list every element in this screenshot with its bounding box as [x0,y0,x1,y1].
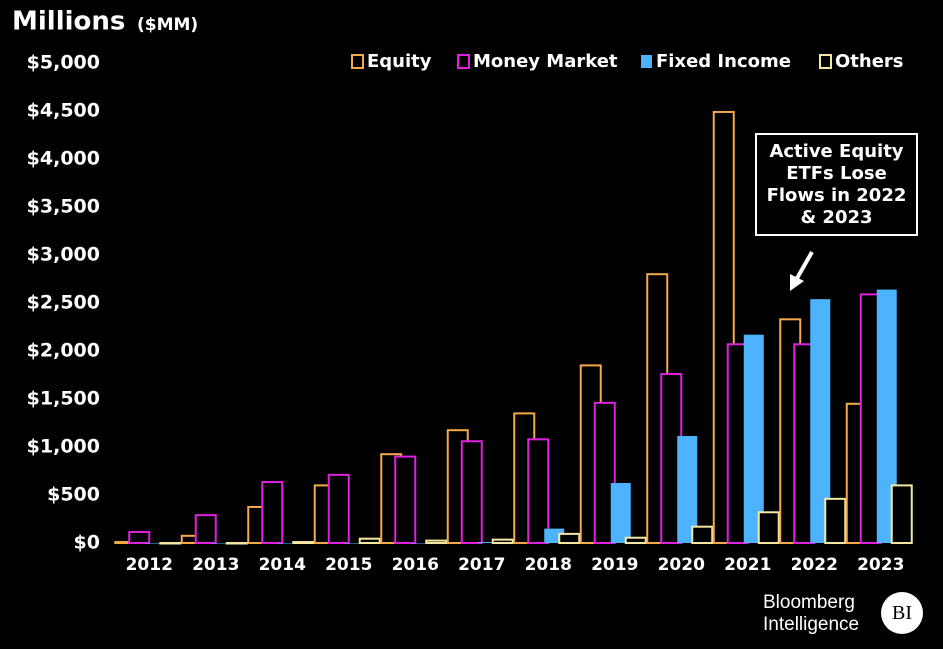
y-tick-label: $1,500 [27,388,100,410]
chart-subtitle: ($MM) [137,15,198,35]
x-tick-label: 2015 [325,555,372,575]
bar [293,542,313,543]
bar [160,543,180,544]
x-tick-label: 2023 [857,555,904,575]
bar [462,441,482,543]
bar [196,515,216,543]
bar [426,541,446,543]
bar [329,475,349,543]
bar [611,483,631,543]
bar [395,457,415,543]
chart-title: Millions [12,7,125,37]
legend-swatch [352,55,363,68]
logo: BI [881,592,923,634]
x-tick-label: 2021 [724,555,771,575]
y-tick-label: $2,000 [27,340,100,362]
bar [262,482,282,543]
bar [528,439,548,543]
x-tick-label: 2013 [192,555,239,575]
y-tick-label: $4,500 [27,100,100,122]
legend-swatch [458,55,469,68]
bar [360,539,380,543]
x-tick-label: 2019 [591,555,638,575]
x-tick-label: 2014 [259,555,306,575]
y-tick-label: $4,000 [27,148,100,170]
x-tick-label: 2012 [126,555,173,575]
x-tick-label: 2017 [458,555,505,575]
bar [227,543,247,544]
y-tick-label: $500 [47,484,100,506]
bar [493,540,513,543]
legend-swatch [820,55,831,68]
y-tick-label: $3,500 [27,196,100,218]
y-tick-label: $2,500 [27,292,100,314]
x-tick-label: 2022 [791,555,838,575]
legend-label: Money Market [473,51,618,72]
legend-label: Fixed Income [656,51,791,72]
y-tick-label: $1,000 [27,436,100,458]
legend-label: Others [835,51,904,72]
x-tick-label: 2016 [392,555,439,575]
legend-swatch [641,55,652,68]
bar [129,532,149,543]
bar [892,485,912,543]
bar [692,527,712,543]
bar [825,499,845,543]
bar [559,534,579,543]
y-tick-label: $3,000 [27,244,100,266]
bar [759,512,779,543]
arrow [796,252,812,280]
brand: Bloomberg Intelligence [763,592,878,636]
x-tick-label: 2020 [658,555,705,575]
x-tick-label: 2018 [525,555,572,575]
y-tick-label: $0 [74,532,100,554]
y-tick-label: $5,000 [27,52,100,74]
legend-label: Equity [367,51,432,72]
bar [626,538,646,543]
annotation: Active Equity ETFs Lose Flows in 2022 & … [755,133,918,236]
